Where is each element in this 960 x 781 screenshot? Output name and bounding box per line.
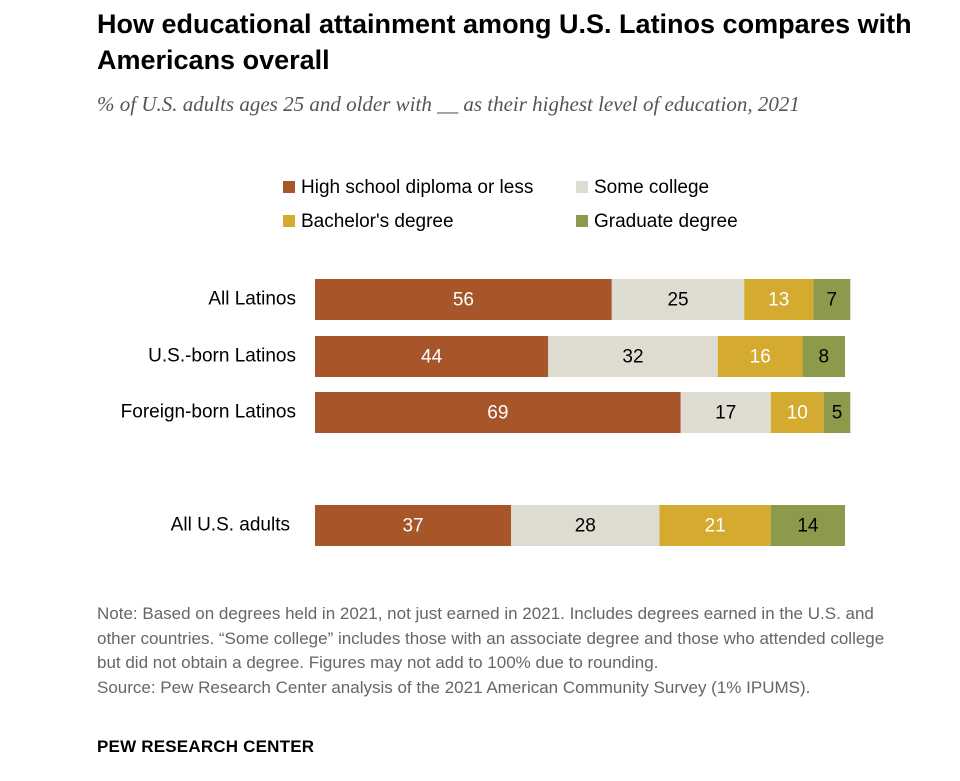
data-label-bachelor-s-degree-foreign-born-latinos: 10 bbox=[787, 403, 808, 424]
legend-item-graduate-degree: Graduate degree bbox=[576, 211, 738, 232]
data-label-some-college-all-latinos: 25 bbox=[667, 290, 688, 311]
bar-some-college-foreign-born-latinos bbox=[680, 392, 771, 433]
data-label-high-school-diploma-or-less-all-latinos: 56 bbox=[453, 290, 474, 311]
bar-high-school-diploma-or-less-u-s-born-latinos bbox=[315, 336, 549, 377]
brand-logo-text: PEW RESEARCH CENTER bbox=[97, 737, 315, 756]
category-label-all-u-s-adults: All U.S. adults bbox=[171, 515, 290, 536]
bar-high-school-diploma-or-less-all-u-s-adults bbox=[315, 505, 512, 546]
legend-item-high-school-diploma-or-less: High school diploma or less bbox=[283, 177, 533, 198]
bar-high-school-diploma-or-less-foreign-born-latinos bbox=[315, 392, 681, 433]
category-label-u-s-born-latinos: U.S.-born Latinos bbox=[148, 346, 296, 367]
data-label-high-school-diploma-or-less-u-s-born-latinos: 44 bbox=[421, 347, 443, 368]
chart-subtitle: % of U.S. adults ages 25 and older with … bbox=[97, 92, 800, 116]
data-label-bachelor-s-degree-all-latinos: 13 bbox=[768, 290, 789, 311]
bar-graduate-degree-all-u-s-adults bbox=[770, 505, 845, 546]
bar-bachelor-s-degree-all-u-s-adults bbox=[659, 505, 771, 546]
legend-swatch bbox=[576, 181, 588, 193]
legend-label: Graduate degree bbox=[594, 211, 738, 232]
data-label-high-school-diploma-or-less-foreign-born-latinos: 69 bbox=[487, 403, 508, 424]
chart-title: How educational attainment among U.S. La… bbox=[97, 9, 912, 75]
bar-bachelor-s-degree-u-s-born-latinos bbox=[717, 336, 803, 377]
stacked-bar-chart: High school diploma or less Some college B… bbox=[121, 177, 851, 546]
data-label-graduate-degree-all-u-s-adults: 14 bbox=[797, 516, 819, 537]
chart-note: Note: Based on degrees held in 2021, not… bbox=[97, 602, 887, 700]
legend-label: Some college bbox=[594, 177, 709, 198]
data-label-bachelor-s-degree-all-u-s-adults: 21 bbox=[705, 516, 726, 537]
bar-graduate-degree-foreign-born-latinos bbox=[823, 392, 851, 433]
bar-high-school-diploma-or-less-all-latinos bbox=[315, 279, 612, 320]
legend-swatch bbox=[576, 215, 588, 227]
data-label-graduate-degree-foreign-born-latinos: 5 bbox=[832, 403, 843, 424]
source-text: Source: Pew Research Center analysis of … bbox=[97, 677, 811, 697]
legend-label: High school diploma or less bbox=[301, 177, 533, 198]
bar-graduate-degree-all-latinos bbox=[813, 279, 851, 320]
data-label-high-school-diploma-or-less-all-u-s-adults: 37 bbox=[402, 516, 423, 537]
bar-graduate-degree-u-s-born-latinos bbox=[802, 336, 845, 377]
data-label-graduate-degree-all-latinos: 7 bbox=[826, 290, 837, 311]
data-label-graduate-degree-u-s-born-latinos: 8 bbox=[819, 347, 830, 368]
bar-some-college-all-u-s-adults bbox=[511, 505, 660, 546]
data-label-some-college-all-u-s-adults: 28 bbox=[575, 516, 596, 537]
legend-swatch bbox=[283, 181, 295, 193]
legend-item-bachelor-s-degree: Bachelor's degree bbox=[283, 211, 454, 232]
category-label-all-latinos: All Latinos bbox=[208, 289, 296, 310]
data-label-some-college-foreign-born-latinos: 17 bbox=[715, 403, 736, 424]
legend-swatch bbox=[283, 215, 295, 227]
bar-some-college-all-latinos bbox=[611, 279, 745, 320]
legend-label: Bachelor's degree bbox=[301, 211, 454, 232]
data-label-some-college-u-s-born-latinos: 32 bbox=[622, 347, 643, 368]
category-label-foreign-born-latinos: Foreign-born Latinos bbox=[121, 402, 296, 423]
legend-item-some-college: Some college bbox=[576, 177, 709, 198]
bar-bachelor-s-degree-foreign-born-latinos bbox=[770, 392, 824, 433]
bar-bachelor-s-degree-all-latinos bbox=[744, 279, 814, 320]
bar-some-college-u-s-born-latinos bbox=[548, 336, 718, 377]
data-label-bachelor-s-degree-u-s-born-latinos: 16 bbox=[750, 347, 771, 368]
note-text: Note: Based on degrees held in 2021, not… bbox=[97, 604, 885, 672]
